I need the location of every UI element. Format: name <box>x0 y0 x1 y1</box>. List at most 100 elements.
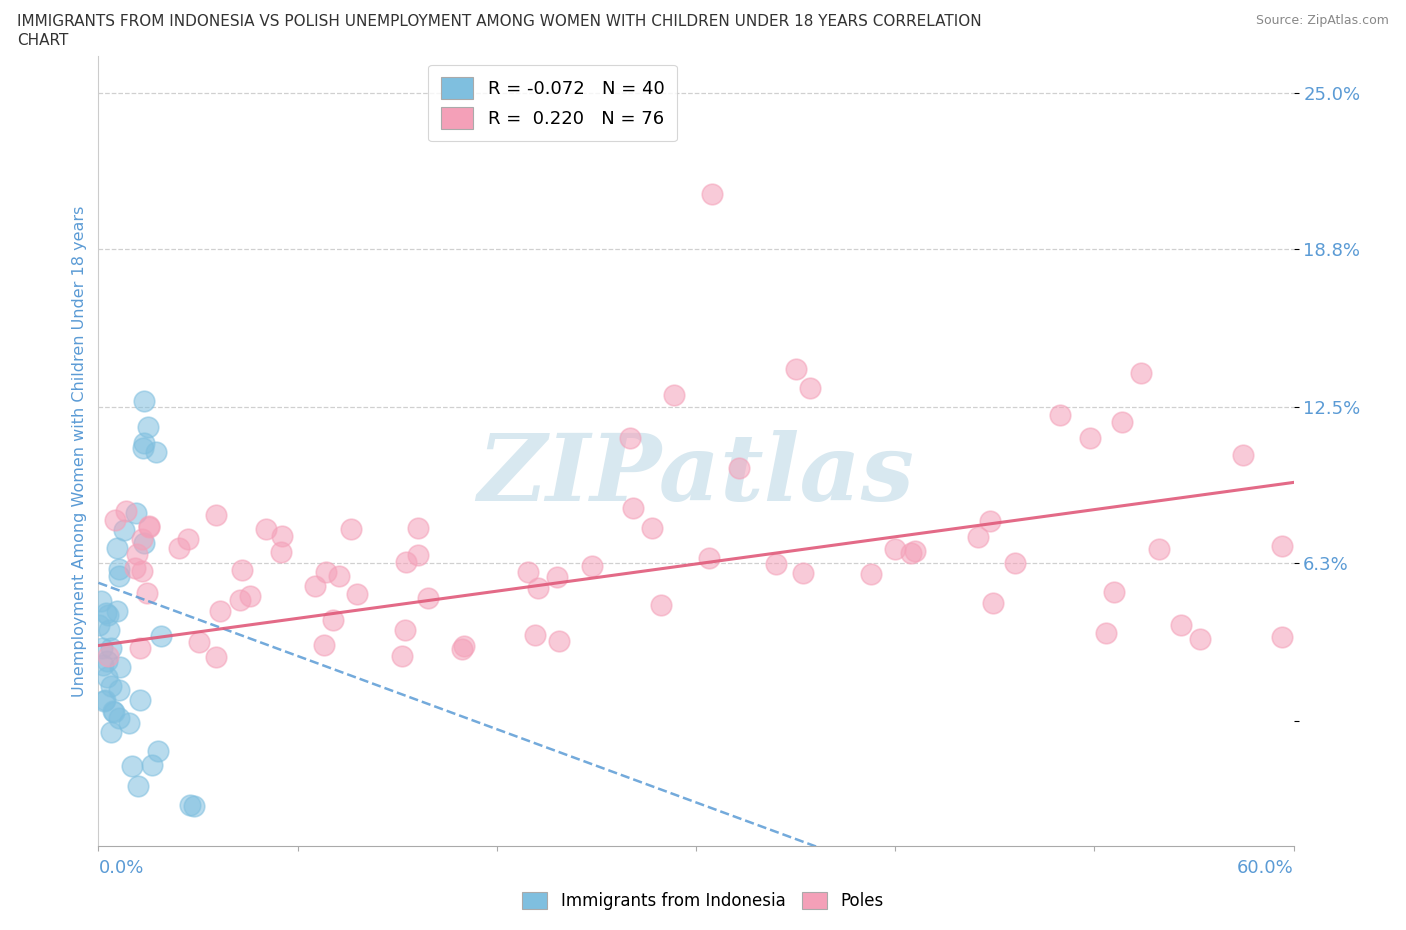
Point <box>136 586 159 601</box>
Point <box>1095 625 1118 640</box>
Point <box>328 569 350 584</box>
Point <box>117 715 139 730</box>
Point <box>188 634 211 649</box>
Point <box>1129 365 1152 380</box>
Point <box>1004 555 1026 570</box>
Point <box>138 520 160 535</box>
Point <box>418 591 440 605</box>
Point <box>91 658 114 672</box>
Point <box>1170 618 1192 632</box>
Point <box>1111 415 1133 430</box>
Point <box>1080 431 1102 445</box>
Text: 60.0%: 60.0% <box>1237 858 1294 877</box>
Point <box>179 798 201 813</box>
Point <box>167 541 190 556</box>
Point <box>103 704 125 719</box>
Point <box>138 519 160 534</box>
Point <box>322 612 344 627</box>
Text: ZIPatlas: ZIPatlas <box>478 430 914 520</box>
Point <box>108 660 131 675</box>
Point <box>765 556 787 571</box>
Point <box>408 521 430 536</box>
Text: CHART: CHART <box>17 33 69 47</box>
Point <box>527 581 550 596</box>
Point <box>662 388 685 403</box>
Point <box>129 693 152 708</box>
Point <box>239 589 262 604</box>
Point <box>100 679 122 694</box>
Point <box>121 758 143 773</box>
Point <box>619 431 641 445</box>
Point <box>103 705 125 720</box>
Point <box>90 640 112 655</box>
Point <box>340 522 363 537</box>
Point <box>231 563 253 578</box>
Point <box>204 649 226 664</box>
Point <box>90 593 112 608</box>
Point <box>97 648 120 663</box>
Point <box>650 597 672 612</box>
Point <box>150 629 173 644</box>
Point <box>900 545 922 560</box>
Point <box>148 744 170 759</box>
Point <box>860 566 883 581</box>
Point <box>884 542 907 557</box>
Point <box>270 545 292 560</box>
Legend: Immigrants from Indonesia, Poles: Immigrants from Indonesia, Poles <box>516 885 890 917</box>
Point <box>96 605 118 620</box>
Point <box>395 554 418 569</box>
Point <box>124 561 146 576</box>
Point <box>346 586 368 601</box>
Point <box>131 564 153 578</box>
Point <box>406 548 429 563</box>
Point <box>1102 585 1125 600</box>
Point <box>97 607 120 622</box>
Point <box>97 622 120 637</box>
Point <box>183 798 205 813</box>
Point <box>1049 407 1071 422</box>
Point <box>125 506 148 521</box>
Point <box>1147 541 1170 556</box>
Point <box>177 531 200 546</box>
Point <box>127 778 149 793</box>
Point <box>112 522 135 537</box>
Point <box>89 618 111 632</box>
Point <box>1271 630 1294 644</box>
Point <box>524 628 547 643</box>
Point <box>641 521 664 536</box>
Point <box>100 641 122 656</box>
Point <box>108 711 131 725</box>
Point <box>1232 447 1254 462</box>
Point <box>728 460 751 475</box>
Point <box>100 724 122 739</box>
Point <box>700 186 723 201</box>
Point <box>108 568 131 583</box>
Point <box>904 544 927 559</box>
Point <box>131 531 153 546</box>
Point <box>799 380 821 395</box>
Point <box>967 529 990 544</box>
Point <box>129 641 152 656</box>
Point <box>981 596 1004 611</box>
Point <box>1188 632 1211 647</box>
Point <box>785 362 807 377</box>
Point <box>304 578 326 593</box>
Point <box>581 558 603 573</box>
Point <box>453 639 475 654</box>
Point <box>547 634 569 649</box>
Point <box>107 604 129 618</box>
Point <box>145 445 167 459</box>
Point <box>96 670 118 684</box>
Point <box>107 561 129 576</box>
Point <box>93 693 115 708</box>
Point <box>204 507 226 522</box>
Text: IMMIGRANTS FROM INDONESIA VS POLISH UNEMPLOYMENT AMONG WOMEN WITH CHILDREN UNDER: IMMIGRANTS FROM INDONESIA VS POLISH UNEM… <box>17 14 981 29</box>
Point <box>141 758 163 773</box>
Point <box>314 637 336 652</box>
Point <box>315 565 337 579</box>
Point <box>104 512 127 527</box>
Point <box>108 683 131 698</box>
Point <box>979 513 1001 528</box>
Point <box>391 649 413 664</box>
Point <box>697 551 720 565</box>
